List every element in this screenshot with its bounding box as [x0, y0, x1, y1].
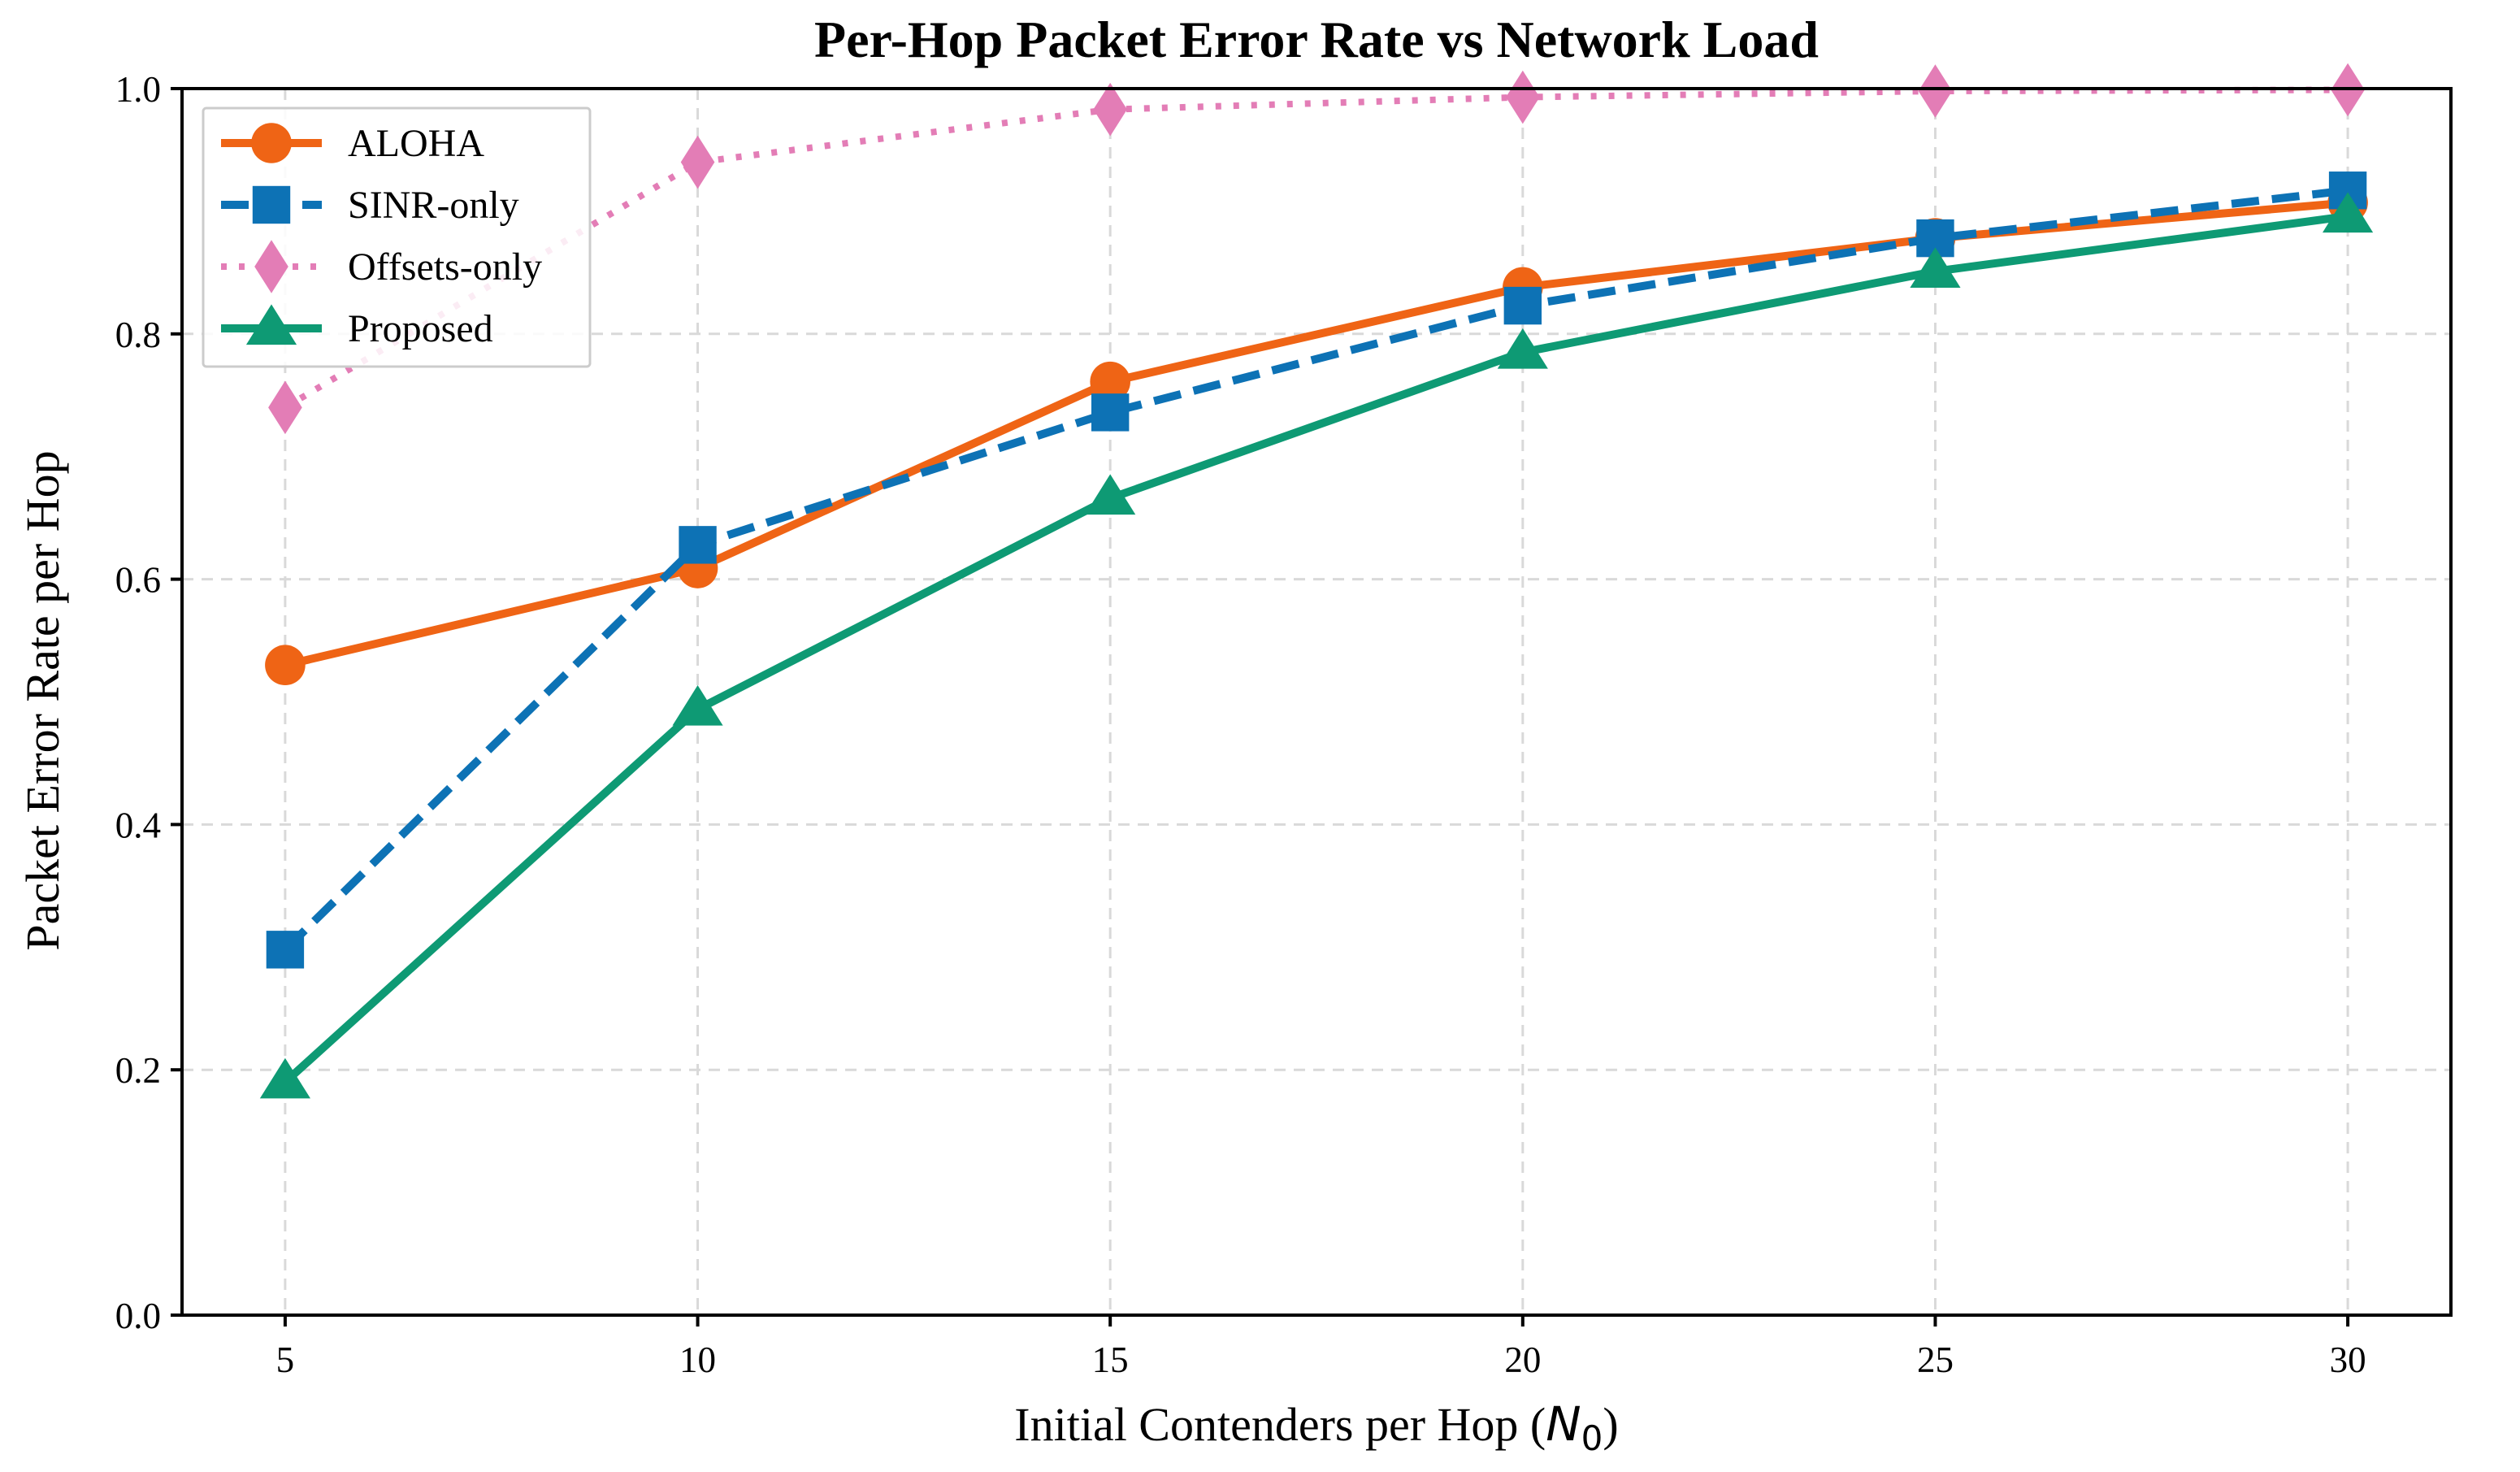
- legend-label-proposed: Proposed: [348, 307, 493, 350]
- y-tick-label: 0.2: [115, 1050, 161, 1091]
- proposed-point: [1497, 328, 1548, 369]
- legend-box: [202, 106, 592, 368]
- series-offsets-only: [268, 63, 2365, 435]
- offsets-only-point: [268, 380, 302, 435]
- proposed-point: [1085, 474, 1136, 515]
- legend-marker-offsets-only: [254, 240, 288, 293]
- x-axis-label: Initial Contenders per Hop (N0): [1014, 1396, 1618, 1458]
- y-tick-label: 0.8: [115, 315, 161, 355]
- series-proposed: [259, 192, 2374, 1099]
- legend-item-offsets-only: Offsets-only: [221, 240, 542, 293]
- x-tick-label: 30: [2330, 1340, 2366, 1380]
- legend-item-proposed: Proposed: [221, 304, 493, 350]
- proposed-point: [2323, 192, 2374, 233]
- sinr-only-point: [266, 931, 305, 969]
- series-layer: [259, 63, 2374, 1099]
- proposed-line: [282, 211, 2349, 1085]
- x-axis-label-symbol: N: [1546, 1396, 1581, 1452]
- offsets-only-point: [1918, 64, 1953, 118]
- x-tick-label: 20: [1504, 1340, 1541, 1380]
- y-tick-label: 0.4: [115, 805, 161, 845]
- chart-title: Per-Hop Packet Error Rate vs Network Loa…: [814, 11, 1819, 68]
- proposed-point: [259, 1057, 310, 1099]
- y-axis-label: Packet Error Rate per Hop: [16, 450, 69, 950]
- x-tick-label: 25: [1917, 1340, 1954, 1380]
- offsets-only-point: [1506, 70, 1540, 124]
- ticks: 5 10 15 20 25 30 0.0 0.2 0.4 0.6 0.8 1.0: [115, 69, 2366, 1380]
- proposed-point: [1910, 247, 1961, 288]
- y-tick-label: 0.6: [115, 560, 161, 601]
- legend-marker-sinr-only: [252, 185, 291, 224]
- offsets-only-line: [283, 86, 2349, 410]
- x-tick-label: 10: [679, 1340, 716, 1380]
- x-axis-label-suffix: ): [1603, 1398, 1618, 1451]
- series-sinr-only: [266, 172, 2367, 969]
- y-tick-label: 1.0: [115, 69, 161, 110]
- aloha-line: [284, 198, 2349, 670]
- x-axis-label-prefix: Initial Contenders per Hop (: [1014, 1398, 1546, 1451]
- proposed-point: [672, 684, 723, 726]
- legend-marker-proposed: [245, 304, 297, 345]
- sinr-only-point: [1503, 286, 1542, 325]
- plot-frame: [180, 87, 2453, 1317]
- legend-label-offsets-only: Offsets-only: [348, 245, 542, 289]
- sinr-only-point: [1091, 393, 1130, 432]
- legend-label-sinr-only: SINR-only: [348, 184, 519, 227]
- x-tick-label: 5: [276, 1340, 295, 1380]
- legend: ALOHA SINR-only Offsets-only Proposed: [202, 106, 592, 368]
- sinr-only-line: [282, 186, 2349, 953]
- legend-item-sinr-only: SINR-only: [221, 184, 519, 227]
- x-axis-label-subscript: 0: [1581, 1418, 1603, 1458]
- legend-marker-aloha: [251, 123, 292, 163]
- x-tick-label: 15: [1092, 1340, 1129, 1380]
- aloha-point: [265, 645, 306, 686]
- legend-label-aloha: ALOHA: [348, 122, 484, 165]
- y-tick-label: 0.0: [115, 1296, 161, 1336]
- sinr-only-point: [679, 526, 717, 564]
- legend-item-aloha: ALOHA: [221, 122, 484, 165]
- aloha-point: [1090, 361, 1130, 402]
- offsets-only-point: [680, 135, 715, 189]
- offsets-only-point: [1093, 82, 1127, 137]
